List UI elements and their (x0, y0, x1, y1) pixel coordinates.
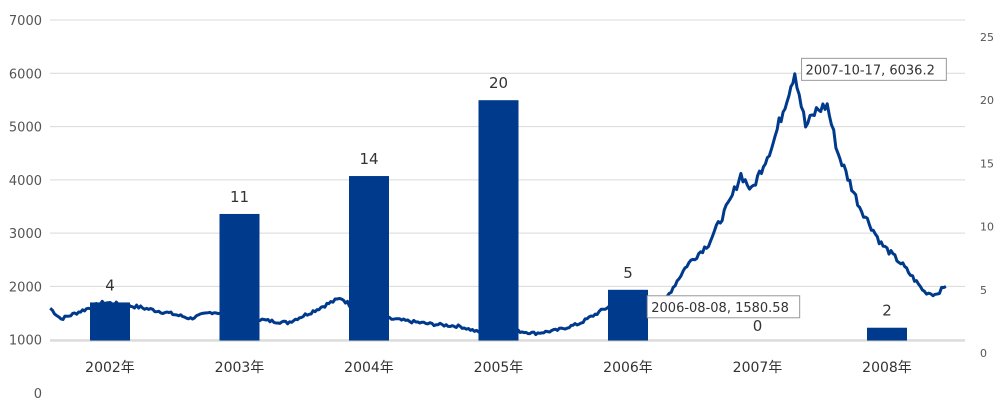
y-left-tick-label: 1000 (9, 334, 42, 349)
y-right-tick-label: 25 (980, 31, 994, 44)
y-left-tick-label: 7000 (9, 14, 42, 29)
x-tick-label: 2007年 (733, 360, 783, 376)
annotation-label: 2007-10-17, 6036.2 (806, 63, 935, 78)
annotation-box (801, 57, 947, 81)
bar-value-label: 2 (882, 302, 892, 320)
y-right-tick-label: 10 (980, 221, 994, 234)
y-left-tick-label: 2000 (9, 280, 42, 295)
y-left-tick-label: 3000 (9, 227, 42, 242)
x-tick-label: 2008年 (862, 360, 912, 376)
y-left-tick-label: 4000 (9, 174, 42, 189)
bar (219, 213, 260, 341)
bars (90, 100, 907, 341)
x-tick-label: 2003年 (215, 360, 265, 376)
annotations: 2007-10-17, 6036.2 2006-08-08, 1580.58 (646, 57, 947, 319)
left-y-axis: 0 1000 2000 3000 4000 5000 6000 7000 (9, 14, 42, 402)
y-right-tick-label: 15 (980, 157, 994, 170)
bar-value-label: 11 (230, 188, 249, 206)
x-tick-label: 2002年 (85, 360, 135, 376)
x-axis: 2002年 2003年 2004年 2005年 2006年 2007年 2008年 (50, 340, 965, 376)
bar-value-label: 5 (623, 264, 633, 282)
bar-value-label: 20 (489, 74, 508, 92)
y-right-tick-label: 0 (980, 347, 987, 360)
annotation-box (646, 295, 801, 319)
bar-value-label: 14 (359, 150, 378, 168)
annotation-label: 2006-08-08, 1580.58 (651, 301, 789, 316)
bar (90, 302, 130, 341)
y-right-tick-label: 20 (980, 94, 994, 107)
y-left-tick-label: 0 (34, 387, 42, 402)
bar-labels: 4 11 14 20 5 0 2 (105, 74, 892, 335)
x-tick-label: 2005年 (474, 360, 524, 376)
y-right-tick-label: 5 (980, 284, 987, 297)
x-tick-label: 2004年 (344, 360, 394, 376)
bar-value-label: 4 (105, 276, 115, 294)
y-left-tick-label: 6000 (9, 67, 42, 82)
x-tick-label: 2006年 (603, 360, 653, 376)
right-y-axis: 0 5 10 15 20 25 (980, 31, 994, 360)
bar (608, 289, 648, 341)
bar (867, 327, 907, 341)
y-left-tick-label: 5000 (9, 121, 42, 136)
bar-value-label: 0 (753, 317, 763, 335)
bar (478, 100, 519, 341)
index-line (49, 72, 947, 339)
bar (349, 176, 389, 341)
